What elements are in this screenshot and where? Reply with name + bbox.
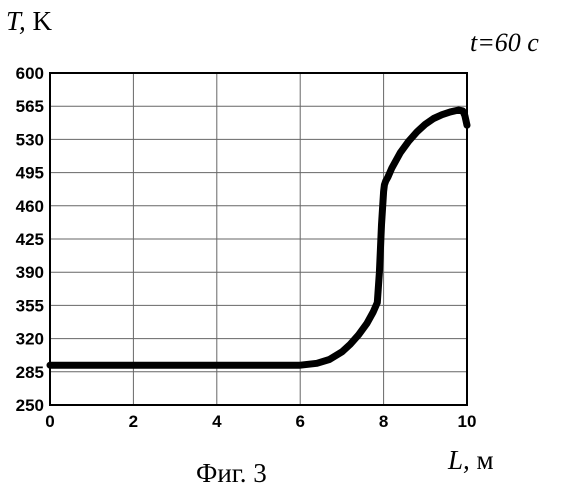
- y-tick-label: 495: [16, 164, 44, 183]
- y-tick-label: 600: [16, 64, 44, 83]
- y-tick-label: 250: [16, 396, 44, 415]
- y-tick-label: 285: [16, 363, 44, 382]
- grid: [50, 73, 467, 405]
- x-axis-unit: м: [477, 445, 494, 475]
- y-tick-label: 355: [16, 296, 44, 315]
- x-axis-label: L, м: [448, 445, 494, 476]
- series-line: [50, 110, 467, 365]
- x-tick-label: 10: [458, 412, 477, 431]
- y-tick-label: 565: [16, 97, 44, 116]
- y-tick-label: 460: [16, 197, 44, 216]
- x-tick-label: 2: [129, 412, 138, 431]
- x-tick-label: 6: [295, 412, 304, 431]
- y-tick-label: 320: [16, 330, 44, 349]
- series-group: [50, 110, 467, 365]
- x-tick-label: 8: [379, 412, 388, 431]
- y-tick-label: 530: [16, 130, 44, 149]
- y-tick-label: 390: [16, 263, 44, 282]
- y-tick-label: 425: [16, 230, 44, 249]
- x-tick-labels: 0 2 4 6 8 10: [45, 412, 476, 431]
- figure-caption: Фиг. 3: [196, 458, 267, 489]
- y-tick-labels: 250 285 320 355 390 425 460 495 530 565 600: [16, 64, 44, 415]
- x-tick-label: 4: [212, 412, 222, 431]
- x-tick-label: 0: [45, 412, 54, 431]
- x-axis-variable: L,: [448, 445, 470, 475]
